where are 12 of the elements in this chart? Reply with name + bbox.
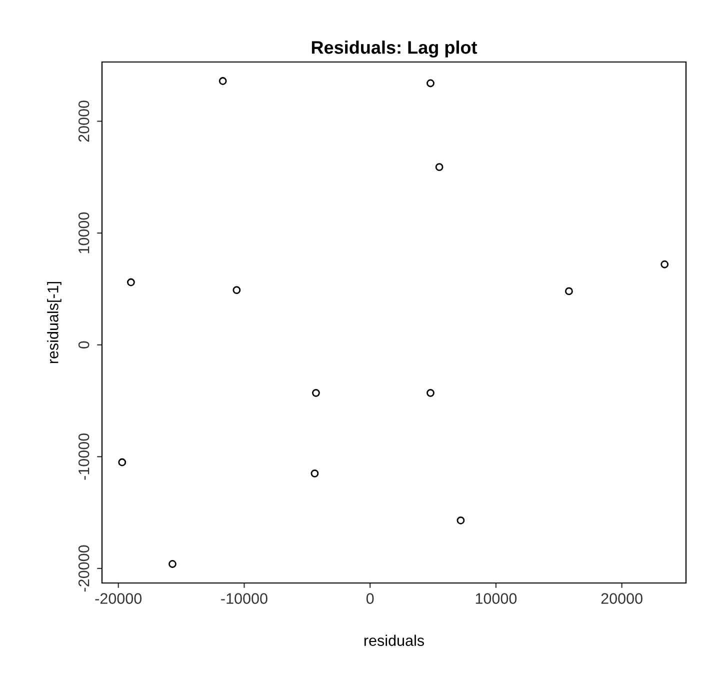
y-axis-title: residuals[-1]: [47, 282, 62, 364]
x-tick-label: -10000: [221, 593, 268, 604]
y-tick-label: 0: [78, 341, 90, 349]
y-tick-label: 20000: [78, 100, 90, 142]
x-tick-label: 10000: [476, 593, 517, 604]
y-tick-label: 10000: [78, 212, 90, 254]
x-tick-label: 20000: [601, 593, 642, 604]
x-tick-label: -20000: [95, 593, 142, 604]
x-axis-title: residuals: [364, 634, 424, 646]
y-tick-label: -10000: [78, 433, 90, 480]
x-tick-label: 0: [366, 593, 374, 604]
chart-title: Residuals: Lag plot: [312, 40, 478, 58]
